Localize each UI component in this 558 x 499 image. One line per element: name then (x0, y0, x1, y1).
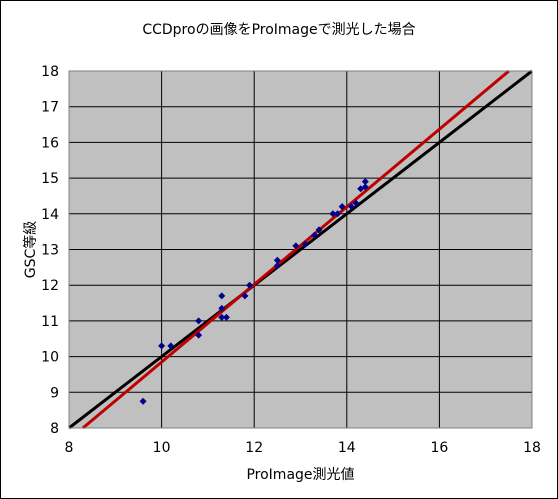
regression-line (81, 69, 510, 430)
plot-border (68, 70, 533, 429)
x-tick-label: 10 (153, 440, 171, 456)
data-point (301, 240, 309, 248)
data-point (195, 317, 203, 325)
fit-lines (68, 69, 533, 430)
data-point (361, 178, 369, 186)
data-point (246, 281, 254, 289)
data-point (218, 313, 226, 321)
identity-line (68, 69, 533, 430)
data-point (292, 242, 300, 250)
y-tick-label: 12 (41, 278, 59, 294)
data-point (167, 342, 175, 350)
data-point (315, 226, 323, 234)
x-tick-label: 8 (65, 440, 74, 456)
x-axis-label: ProImage測光値 (246, 467, 354, 483)
data-point (361, 183, 369, 191)
x-tick-label: 16 (430, 440, 448, 456)
data-point (218, 292, 226, 300)
y-tick-label: 8 (50, 421, 59, 437)
data-point (310, 231, 318, 239)
data-point (222, 313, 230, 321)
y-tick-label: 10 (41, 350, 59, 366)
data-point (158, 342, 166, 350)
data-point (334, 210, 342, 218)
y-tick-label: 11 (41, 314, 59, 330)
data-point (329, 210, 337, 218)
y-tick-label: 18 (41, 64, 59, 80)
data-point (338, 203, 346, 211)
data-point (218, 304, 226, 312)
data-point (347, 203, 355, 211)
y-axis-ticks: 8 9 10 11 12 13 14 15 16 17 18 (41, 64, 59, 437)
x-axis-ticks: 8 10 12 14 16 18 (65, 440, 541, 456)
data-points (139, 178, 369, 405)
y-tick-label: 16 (41, 135, 59, 151)
data-point (273, 256, 281, 264)
y-tick-label: 17 (41, 100, 59, 116)
x-tick-label: 18 (523, 440, 541, 456)
data-point (195, 331, 203, 339)
chart-title: CCDproの画像をProImageで測光した場合 (142, 22, 415, 38)
y-axis-label: GSC等級 (22, 221, 39, 279)
data-point (139, 397, 147, 405)
y-tick-label: 9 (50, 385, 59, 401)
data-point (241, 292, 249, 300)
y-tick-label: 14 (41, 207, 59, 223)
x-tick-label: 12 (245, 440, 263, 456)
x-tick-label: 14 (338, 440, 356, 456)
y-tick-label: 13 (41, 243, 59, 259)
data-point (352, 199, 360, 207)
y-tick-label: 15 (41, 171, 59, 187)
data-point (273, 262, 281, 270)
